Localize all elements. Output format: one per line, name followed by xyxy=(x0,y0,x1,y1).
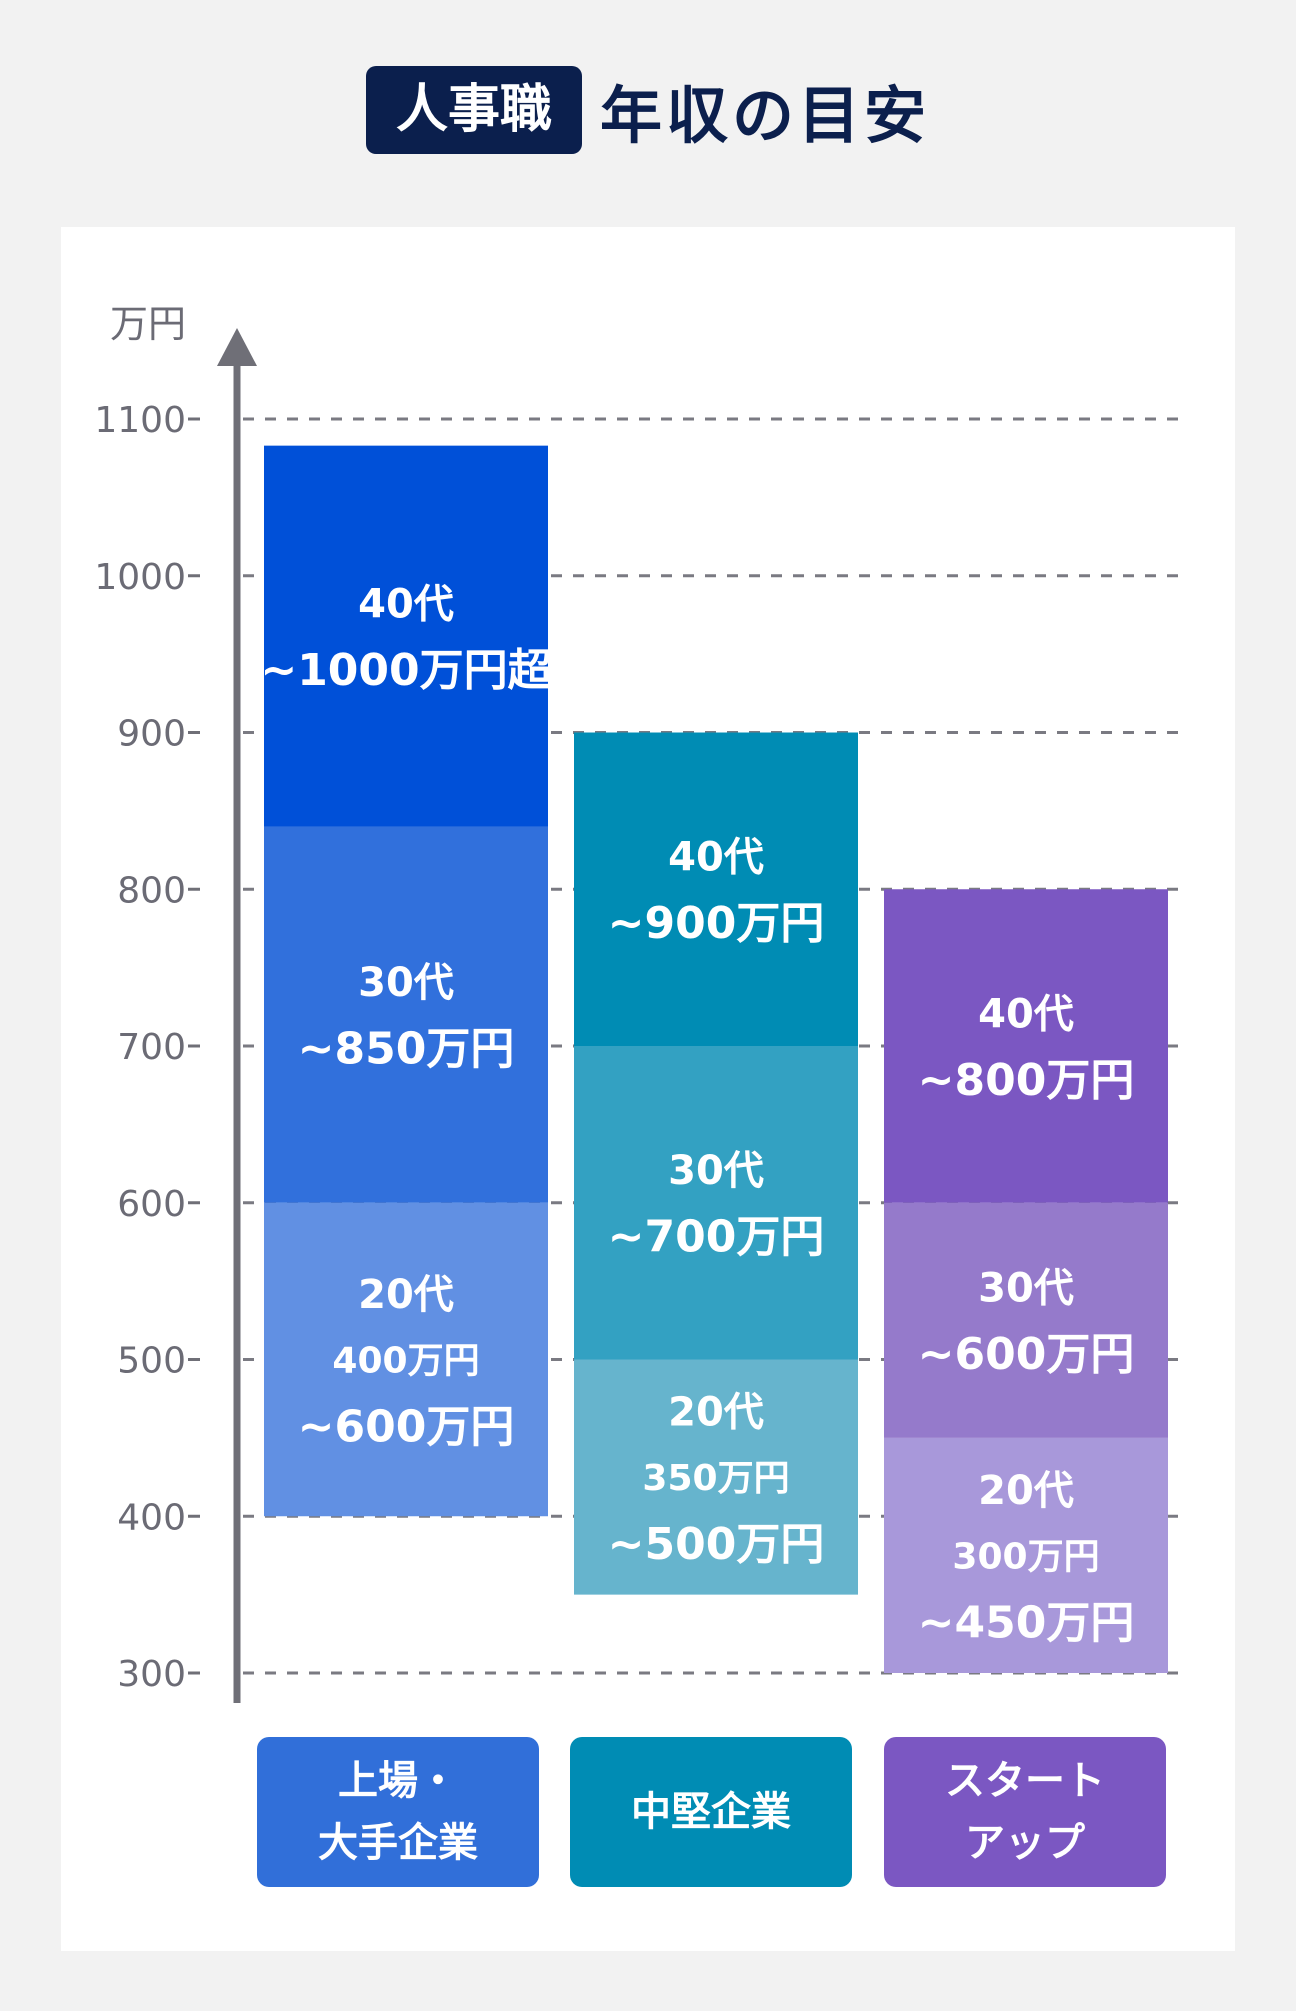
title-main: 年収の目安 xyxy=(600,79,931,152)
segment-age-label: 20代 xyxy=(358,1272,454,1318)
segment-range-label: ~700万円 xyxy=(608,1212,825,1263)
segment-age-label: 40代 xyxy=(358,581,454,627)
segment-age-label: 30代 xyxy=(978,1266,1074,1312)
bar-segment xyxy=(884,1202,1168,1438)
chart-title: 人事職 年収の目安 xyxy=(0,62,1296,158)
bar-segment xyxy=(574,732,858,1046)
category-label: 上場・ 大手企業 xyxy=(318,1758,478,1866)
bar-segment xyxy=(574,1359,858,1595)
y-axis-arrow xyxy=(217,328,257,366)
bar-segment xyxy=(264,445,548,827)
bar-segment xyxy=(264,1202,548,1517)
segment-range-label: 400万円 xyxy=(332,1340,479,1381)
category-box: 中堅企業 xyxy=(570,1737,852,1887)
segment-age-label: 20代 xyxy=(978,1468,1074,1514)
segment-range-label: ~1000万円超 xyxy=(260,645,552,696)
y-tick-label: 300 xyxy=(117,1654,186,1695)
y-tick-label: 700 xyxy=(117,1027,186,1068)
segment-age-label: 40代 xyxy=(668,835,764,881)
y-tick-label: 1000 xyxy=(94,557,186,598)
segment-range-label: ~600万円 xyxy=(298,1401,515,1452)
y-tick-label: 800 xyxy=(117,870,186,911)
category-label: 中堅企業 xyxy=(631,1789,791,1835)
segment-age-label: 30代 xyxy=(668,1148,764,1194)
segment-age-label: 20代 xyxy=(668,1389,764,1435)
y-tick-label: 600 xyxy=(117,1184,186,1225)
segment-age-label: 30代 xyxy=(358,960,454,1006)
segment-age-label: 40代 xyxy=(978,991,1074,1037)
segment-range-label: ~900万円 xyxy=(608,898,825,949)
category-label: スタート アップ xyxy=(945,1758,1105,1866)
segment-range-label: ~450万円 xyxy=(918,1597,1135,1648)
y-tick-label: 400 xyxy=(117,1497,186,1538)
segment-range-label: ~600万円 xyxy=(918,1329,1135,1380)
bar-segment xyxy=(884,889,1168,1203)
segment-range-label: 350万円 xyxy=(642,1458,789,1499)
segment-range-label: ~800万円 xyxy=(918,1055,1135,1106)
category-box: 上場・ 大手企業 xyxy=(257,1737,539,1887)
title-badge: 人事職 xyxy=(365,66,582,154)
y-tick-label: 900 xyxy=(117,714,186,755)
segment-range-label: ~850万円 xyxy=(298,1023,515,1074)
bar-segment xyxy=(574,1046,858,1360)
category-box: スタート アップ xyxy=(884,1737,1166,1887)
bar-segment xyxy=(884,1437,1168,1673)
segment-range-label: ~500万円 xyxy=(608,1519,825,1570)
y-tick-label: 1100 xyxy=(94,400,186,441)
y-tick-label: 500 xyxy=(117,1341,186,1382)
segment-range-label: 300万円 xyxy=(952,1536,1099,1577)
bar-segment xyxy=(264,826,548,1203)
y-axis-unit-label: 万円 xyxy=(110,302,186,346)
